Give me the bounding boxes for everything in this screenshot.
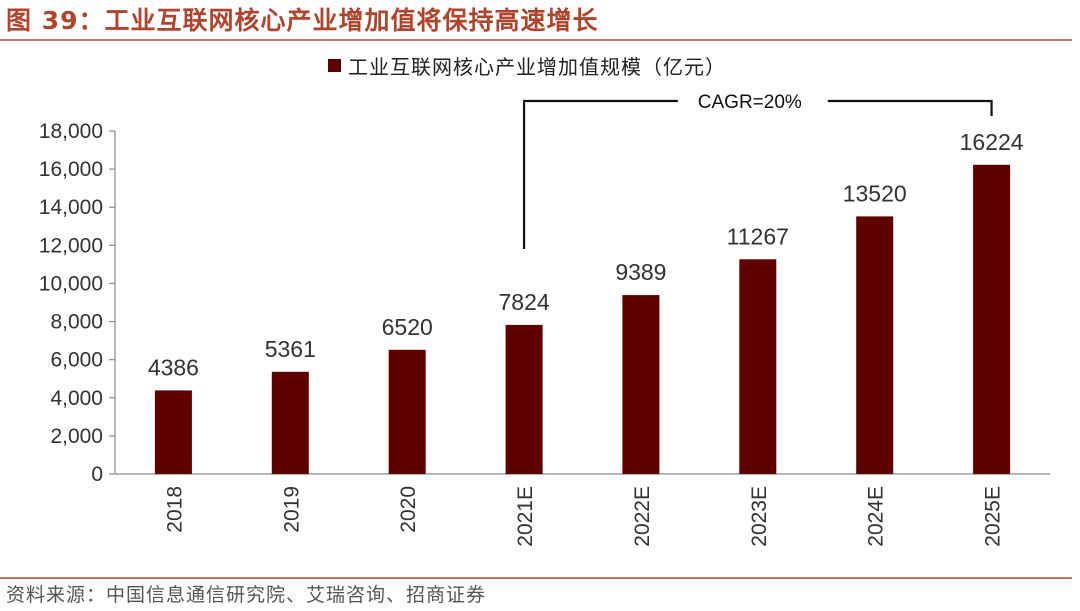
- data-label: 16224: [960, 129, 1024, 155]
- bars: [154, 164, 1011, 475]
- legend-label: 工业互联网核心产业增加值规模（亿元）: [348, 55, 726, 79]
- source-divider: [0, 577, 1072, 579]
- y-tick-label: 10,000: [39, 272, 103, 295]
- bar: [271, 371, 309, 474]
- x-tick-label: 2021E: [514, 486, 537, 547]
- x-tick-label: 2022E: [631, 486, 654, 547]
- legend: 工业互联网核心产业增加值规模（亿元）: [328, 55, 726, 79]
- bar: [973, 164, 1011, 475]
- bar: [154, 390, 192, 474]
- figure-title: 图 39：工业互联网核心产业增加值将保持高速增长: [6, 6, 599, 35]
- bar: [388, 349, 426, 474]
- x-tick-label: 2023E: [748, 486, 771, 547]
- y-tick-label: 4,000: [50, 387, 103, 410]
- bar: [739, 259, 777, 474]
- title-divider: [0, 39, 1072, 41]
- cagr-bracket-left: [522, 99, 678, 249]
- bar: [856, 216, 894, 474]
- source-note: 资料来源：中国信息通信研究院、艾瑞咨询、招商证券: [6, 584, 487, 606]
- y-tick-label: 16,000: [39, 158, 103, 181]
- x-tick-label: 2024E: [865, 486, 888, 547]
- cagr-label: CAGR=20%: [698, 92, 802, 113]
- y-tick-label: 18,000: [39, 120, 103, 143]
- bar: [622, 295, 660, 474]
- data-label: 6520: [382, 314, 433, 340]
- x-tick-label: 2020: [397, 486, 420, 533]
- x-tick-label: 2025E: [982, 486, 1005, 547]
- bar-chart: 工业互联网核心产业增加值规模（亿元） 0 2,000 4,000 6,000 8,000…: [39, 55, 1050, 547]
- data-label: 7824: [499, 289, 550, 315]
- data-label: 4386: [148, 354, 199, 380]
- y-tick-label: 2,000: [50, 425, 103, 448]
- y-tick-label: 12,000: [39, 234, 103, 257]
- data-label: 9389: [615, 259, 666, 285]
- y-axis-ticks: 0 2,000 4,000 6,000 8,000 10,000 12,000 14,000 1…: [39, 120, 115, 486]
- y-tick-label: 14,000: [39, 196, 103, 219]
- legend-swatch: [328, 59, 341, 72]
- data-labels: 4386 5361 6520 7824 9389 11267 13520 16224: [148, 129, 1024, 381]
- data-label: 5361: [265, 336, 316, 362]
- x-tick-label: 2019: [280, 486, 303, 533]
- cagr-bracket-right: [827, 99, 993, 116]
- x-tick-label: 2018: [163, 486, 186, 533]
- cagr-annotation: CAGR=20%: [522, 92, 993, 249]
- data-label: 13520: [843, 180, 907, 206]
- y-tick-label: 0: [91, 463, 103, 486]
- bar: [505, 324, 543, 474]
- data-label: 11267: [727, 223, 789, 249]
- y-tick-label: 6,000: [50, 349, 103, 372]
- axes: [114, 131, 1050, 475]
- x-axis-ticks: 2018 2019 2020 2021E 2022E 2023E 2024E 2025E: [163, 486, 1004, 547]
- y-tick-label: 8,000: [50, 311, 103, 334]
